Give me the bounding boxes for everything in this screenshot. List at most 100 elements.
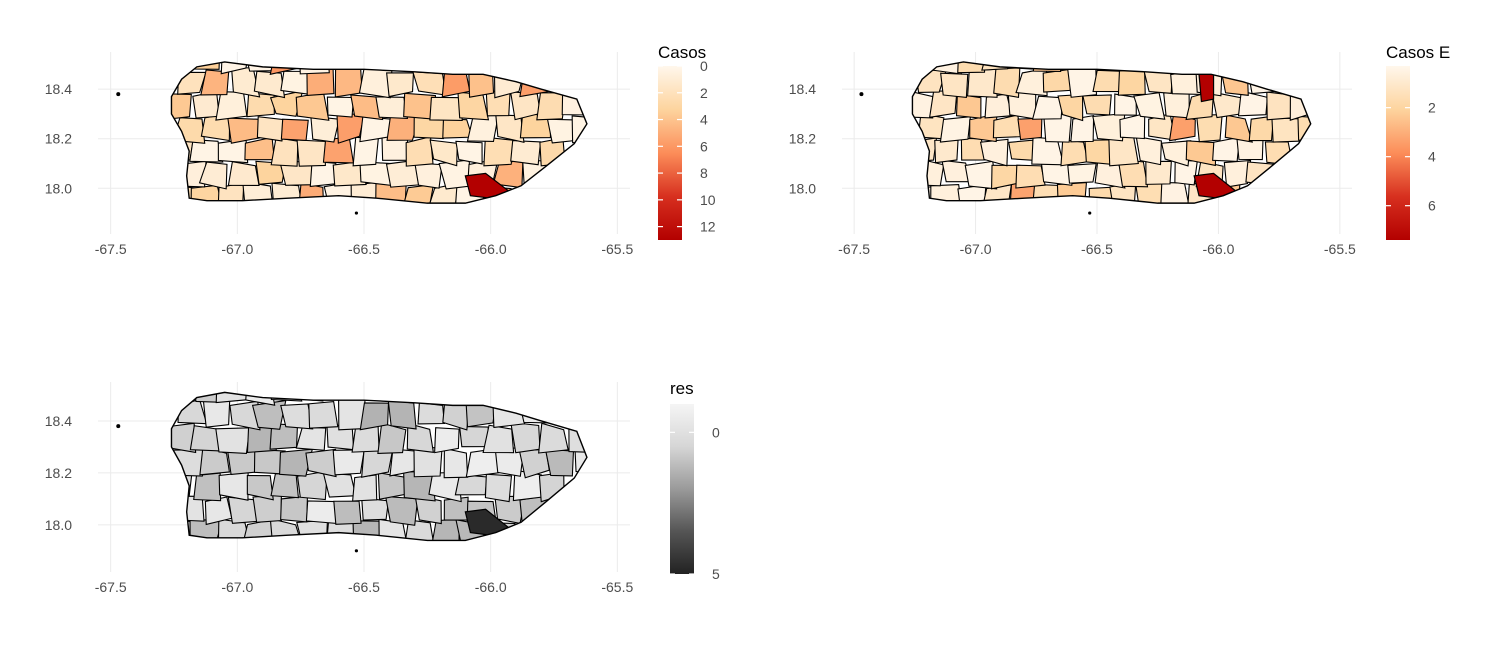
- municipality: [334, 67, 363, 98]
- x-tick-label: -65.5: [601, 579, 633, 595]
- islet: [354, 211, 358, 215]
- islet: [1088, 211, 1092, 215]
- municipality: [352, 136, 379, 167]
- municipality: [300, 392, 324, 402]
- municipality: [1042, 68, 1072, 93]
- island-outline: [170, 61, 588, 204]
- islet: [116, 424, 121, 429]
- municipality: [252, 494, 282, 523]
- x-tick-label: -65.5: [601, 241, 633, 257]
- municipality: [1264, 141, 1294, 166]
- municipality: [1145, 160, 1172, 185]
- municipality: [482, 424, 515, 454]
- municipality: [1108, 136, 1139, 167]
- municipality: [414, 162, 443, 189]
- municipality: [220, 61, 251, 75]
- municipality: [1114, 93, 1137, 116]
- municipality: [538, 422, 569, 454]
- municipality: [1082, 94, 1112, 116]
- municipality: [172, 117, 206, 144]
- municipality: [280, 118, 309, 142]
- y-tick-label: 18.2: [789, 131, 816, 147]
- municipality: [242, 180, 275, 204]
- municipality: [405, 136, 434, 167]
- municipality: [227, 161, 260, 187]
- municipality: [189, 138, 224, 163]
- municipality: [253, 70, 286, 99]
- municipality: [518, 448, 550, 479]
- municipality: [929, 61, 962, 75]
- map-panel-residuos: -67.5 -67.0 -66.5 -66.0 -65.5 18.0 18.2 18.4 res…: [45, 379, 720, 595]
- legend-title: Casos: [658, 43, 706, 62]
- municipality: [1067, 163, 1097, 184]
- islet: [116, 92, 121, 97]
- municipality: [215, 427, 251, 455]
- municipality: [430, 518, 460, 541]
- municipality: [270, 472, 300, 499]
- y-tick-label: 18.4: [45, 413, 72, 429]
- municipality: [295, 91, 330, 121]
- legend-residuos: res 0 5: [670, 379, 720, 582]
- municipality: [912, 89, 934, 119]
- x-tick-label: -67.0: [960, 241, 992, 257]
- municipality: [305, 448, 337, 478]
- legend-title: res: [670, 379, 694, 398]
- municipality: [443, 496, 469, 521]
- municipality: [384, 495, 419, 526]
- municipalities: [171, 392, 587, 541]
- municipality: [1211, 91, 1243, 119]
- municipality: [1060, 138, 1089, 167]
- municipality: [253, 448, 286, 475]
- islet: [354, 549, 358, 553]
- municipality: [492, 403, 526, 429]
- municipality: [1163, 92, 1190, 119]
- municipality: [202, 399, 231, 428]
- y-tick-label: 18.0: [45, 180, 72, 196]
- x-tick-label: -66.0: [1202, 241, 1234, 257]
- municipality: [939, 116, 972, 143]
- municipality: [1031, 95, 1064, 120]
- legend-tick-label: 4: [700, 112, 708, 128]
- municipality: [536, 92, 567, 121]
- municipality: [1092, 69, 1123, 93]
- municipality: [1015, 67, 1048, 97]
- municipality: [1223, 159, 1252, 188]
- x-tick-label: -66.5: [1081, 241, 1113, 257]
- municipality: [227, 117, 261, 144]
- municipality: [177, 398, 208, 425]
- municipality: [308, 400, 339, 429]
- municipality: [561, 91, 587, 116]
- municipality: [484, 473, 513, 503]
- map-panel-casos: -67.5 -67.0 -66.5 -66.0 -65.5 18.0 18.2 18.4 Cas…: [45, 43, 716, 257]
- y-tick-label: 18.2: [45, 465, 72, 481]
- municipality: [198, 161, 228, 190]
- municipality: [361, 497, 390, 521]
- legend-tick-label: 8: [700, 165, 708, 181]
- municipality: [270, 137, 299, 167]
- municipality: [967, 68, 998, 98]
- municipality: [377, 422, 407, 455]
- x-tick-label: -67.5: [95, 579, 127, 595]
- municipality: [200, 69, 230, 96]
- municipality: [269, 61, 300, 75]
- municipalities: [912, 61, 1311, 204]
- municipality: [305, 500, 339, 525]
- municipality: [957, 61, 987, 74]
- municipality: [403, 92, 437, 120]
- municipality: [414, 494, 442, 525]
- municipality: [280, 495, 308, 523]
- x-tick-label: -67.5: [95, 241, 127, 257]
- municipality: [455, 140, 483, 165]
- x-tick-label: -66.5: [348, 241, 380, 257]
- legend-tick-label: 10: [700, 192, 716, 208]
- municipality: [979, 138, 1009, 167]
- municipality: [333, 500, 362, 525]
- municipality: [246, 474, 274, 501]
- municipality: [1066, 67, 1098, 98]
- municipality: [544, 448, 575, 477]
- x-tick-label: -65.5: [1324, 241, 1356, 257]
- municipality: [406, 422, 435, 453]
- legend-tick-label: 5: [712, 566, 720, 582]
